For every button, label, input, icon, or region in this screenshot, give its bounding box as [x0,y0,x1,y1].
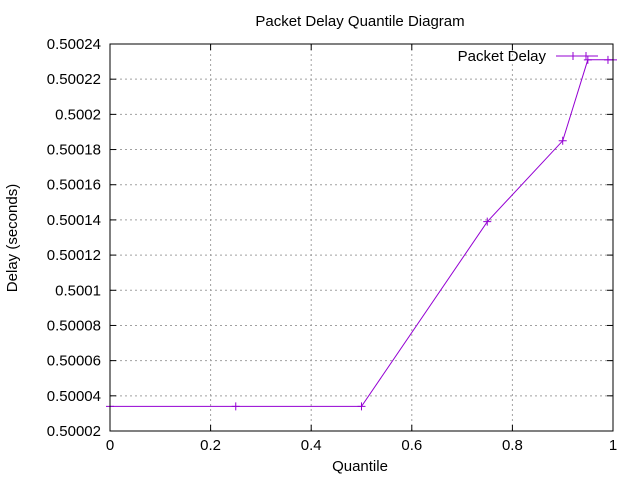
y-tick-label: 0.5002 [55,106,101,123]
grid-lines [110,44,613,431]
x-axis-label: Quantile [332,458,388,475]
x-tick-label: 0 [106,437,114,454]
y-tick-label: 0.50022 [47,71,101,88]
plot-frame [109,43,614,432]
data-point [583,55,592,64]
x-tick-label: 0.6 [401,437,422,454]
y-axis-label: Delay (seconds) [4,184,21,292]
data-point [483,217,492,226]
y-tick-label: 0.50006 [47,353,101,370]
chart-title: Packet Delay Quantile Diagram [255,13,464,30]
data-point [231,402,240,411]
y-tick-label: 0.50024 [47,36,101,53]
y-tick-label: 0.50012 [47,247,101,264]
plot-area [106,55,617,411]
y-tick-label: 0.50008 [47,317,101,334]
legend-label: Packet Delay [458,48,547,65]
x-tick-label: 0.4 [301,437,322,454]
series-line [110,59,613,407]
x-tick-label: 0.8 [502,437,523,454]
y-tick-label: 0.50014 [47,212,101,229]
y-tick-label: 0.50018 [47,142,101,159]
data-point [558,136,567,145]
axis-ticks [109,43,614,432]
x-tick-label: 1 [609,437,617,454]
y-tick-label: 0.5001 [55,282,101,299]
tick-labels: 0.50002 0.50004 0.50006 0.50008 0.5001 0.5001… [47,36,617,454]
legend: Packet Delay [458,48,598,65]
y-tick-label: 0.50002 [47,423,101,440]
y-tick-label: 0.50004 [47,388,101,405]
x-tick-label: 0.2 [200,437,221,454]
data-point [357,402,366,411]
y-tick-label: 0.50016 [47,177,101,194]
